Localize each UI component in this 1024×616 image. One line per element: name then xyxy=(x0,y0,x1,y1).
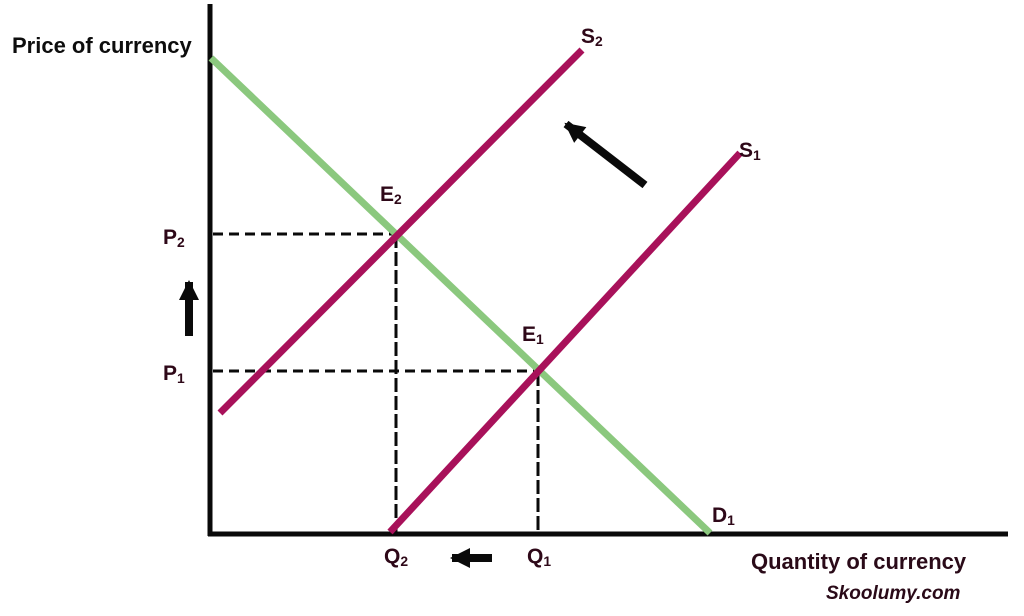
label-p2-base: P xyxy=(163,226,178,249)
label-p1-sub: 1 xyxy=(177,370,185,387)
label-s1-sub: 1 xyxy=(753,147,761,164)
label-p1: P1 xyxy=(163,362,185,387)
label-e2-base: E xyxy=(380,183,395,206)
label-e2: E2 xyxy=(380,183,402,208)
label-s1: S1 xyxy=(739,139,761,164)
label-d1-base: D xyxy=(712,504,728,527)
supply-shift-arrow xyxy=(563,120,648,189)
label-q1-base: Q xyxy=(527,545,544,568)
label-d1: D1 xyxy=(712,504,735,529)
demand-curve-d1 xyxy=(208,55,713,536)
x-axis-title: Quantity of currency xyxy=(751,549,967,574)
label-e1-sub: 1 xyxy=(536,331,544,348)
label-d1-sub: 1 xyxy=(727,512,735,529)
label-p2: P2 xyxy=(163,226,185,251)
label-q2-sub: 2 xyxy=(400,553,409,570)
label-q1-sub: 1 xyxy=(543,553,552,570)
label-p2-sub: 2 xyxy=(177,234,185,251)
watermark-text: Skoolumy.com xyxy=(826,583,961,604)
supply-curve-s1 xyxy=(387,150,743,535)
label-e1: E1 xyxy=(522,323,544,348)
label-s2-sub: 2 xyxy=(595,33,603,50)
label-s2-base: S xyxy=(581,25,596,48)
label-e2-sub: 2 xyxy=(394,191,402,208)
label-s2: S2 xyxy=(581,25,603,50)
label-q2-base: Q xyxy=(384,545,401,568)
label-q1: Q1 xyxy=(527,545,552,570)
label-s1-base: S xyxy=(739,139,754,162)
label-q2: Q2 xyxy=(384,545,409,570)
label-e1-base: E xyxy=(522,323,537,346)
label-p1-base: P xyxy=(163,362,178,385)
supply-curve-s2 xyxy=(217,47,585,416)
y-axis-title: Price of currency xyxy=(12,33,192,58)
